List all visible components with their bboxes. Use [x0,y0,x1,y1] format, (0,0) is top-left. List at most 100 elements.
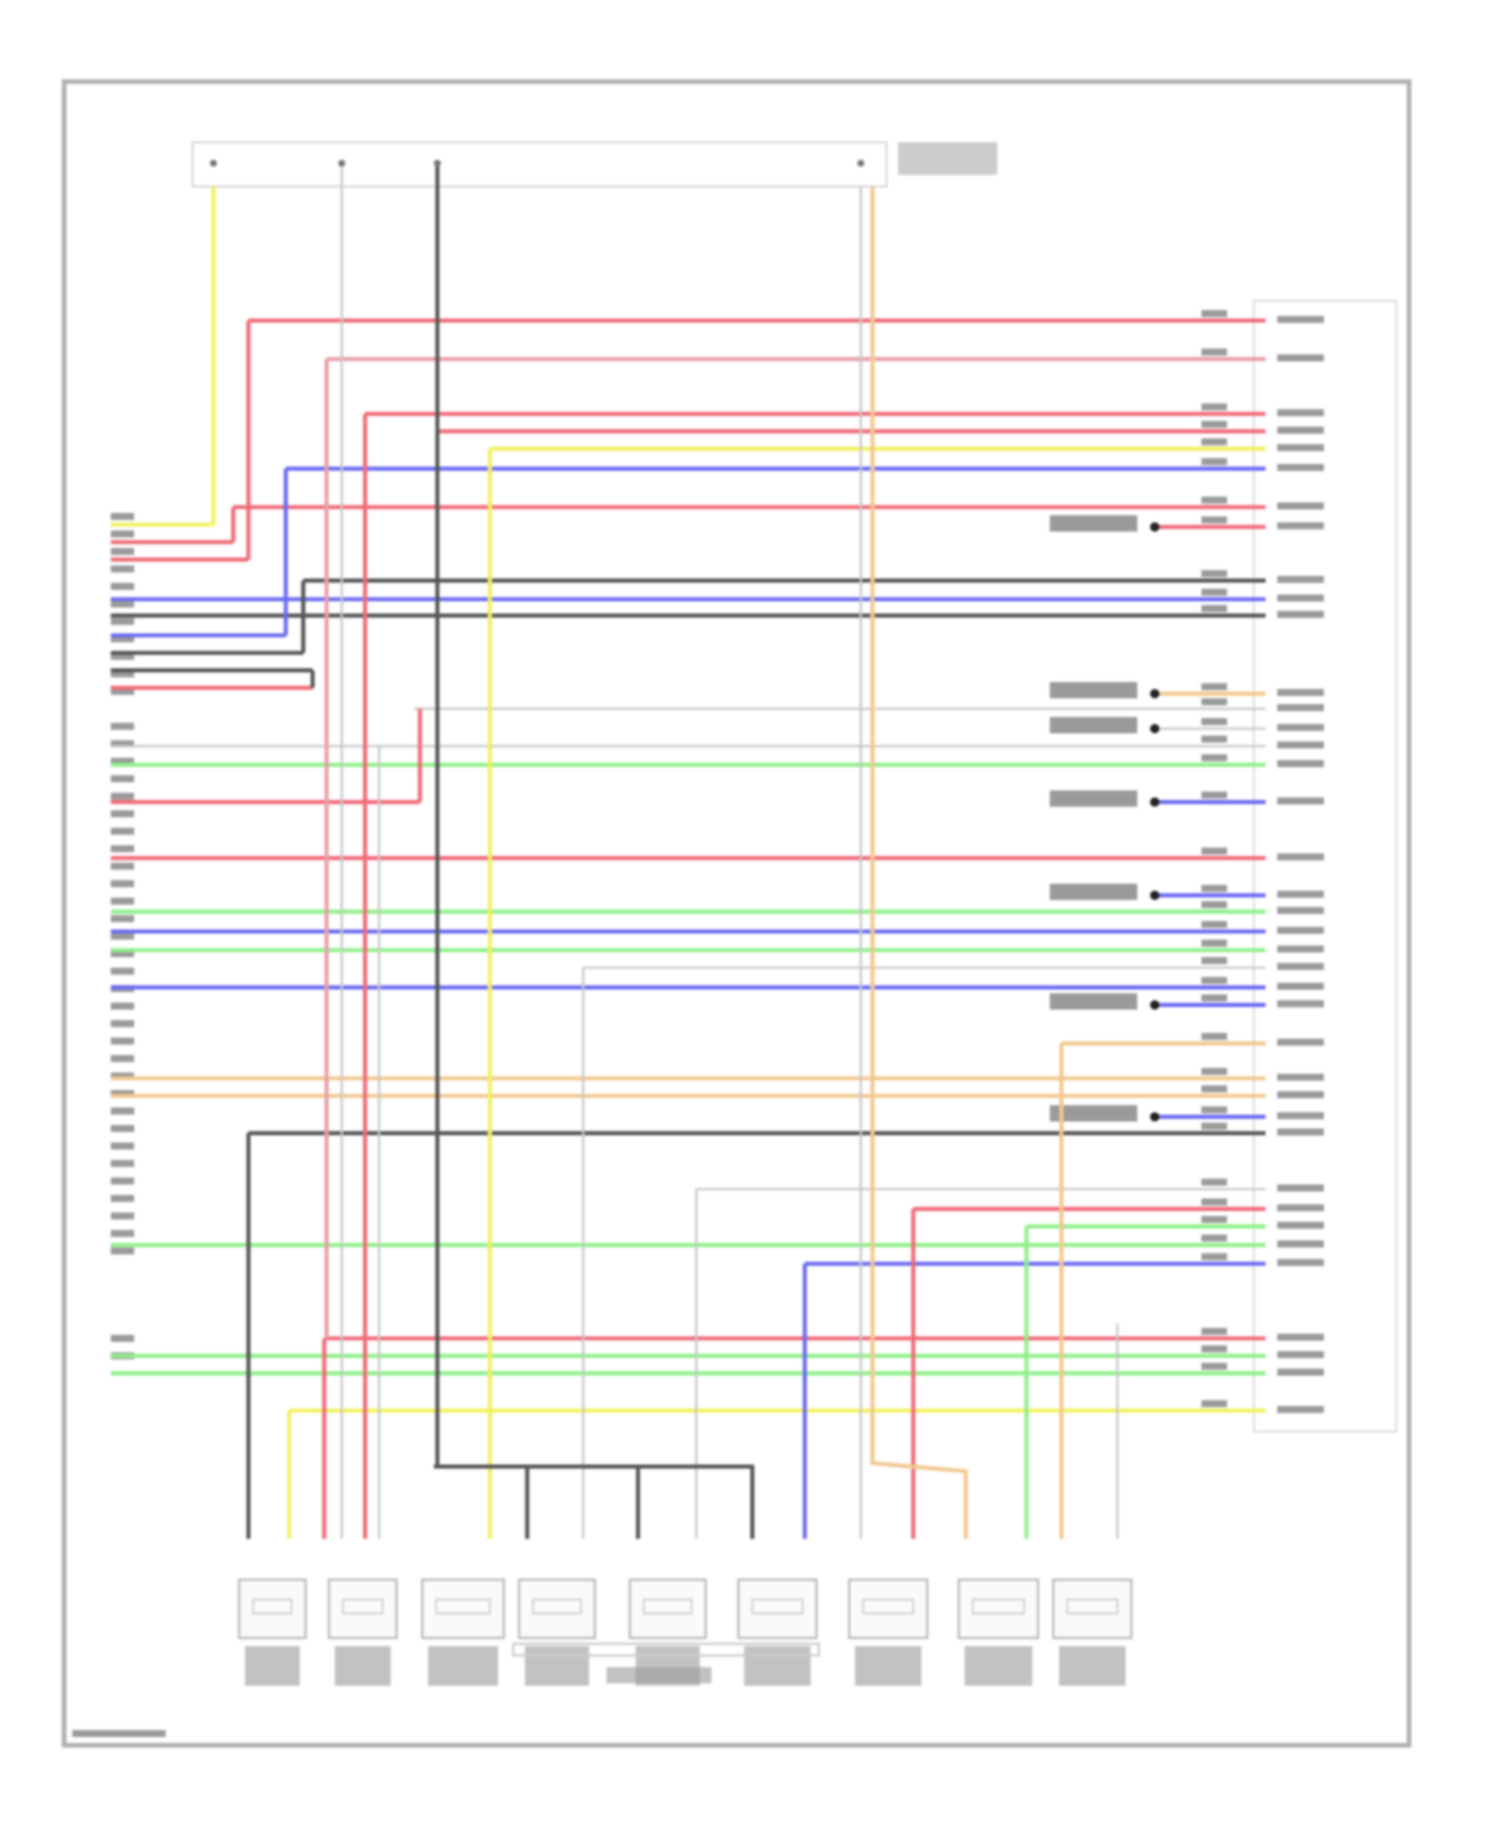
diagram-frame [61,79,1412,1748]
pin-label [110,1159,135,1167]
pin-label [110,827,135,835]
wire-label [1201,735,1228,743]
splice-dot [1150,1112,1160,1122]
pin-label [110,530,135,538]
pin-label [110,617,135,625]
component-label [428,1646,499,1686]
pin-label [110,670,135,678]
pin-label [1277,1240,1324,1248]
pin-label [1277,1405,1324,1413]
pin-label [1277,853,1324,861]
wire-label [1201,791,1228,799]
wire-label [1201,976,1228,984]
pin-label [110,950,135,958]
connector [628,1578,707,1640]
connector [957,1578,1040,1640]
splice-dot [1150,797,1160,807]
splice-dot [1150,890,1160,901]
pin-label [1277,1091,1324,1099]
connector [517,1578,597,1640]
component-label [1049,515,1138,532]
component-label [244,1646,300,1686]
wire-label [1201,570,1228,578]
wire-label [1201,994,1228,1002]
wire-label [1201,1106,1228,1114]
fuse-label [898,142,998,175]
pin-label [110,757,135,765]
pin-label [1277,797,1324,805]
pin-label [1277,315,1324,323]
wire-label [1201,420,1228,428]
splice-dot [1150,522,1160,532]
wire-label [1201,1253,1228,1261]
wire-label [1201,438,1228,446]
connector-face [862,1598,915,1615]
wire-label [1201,1178,1228,1186]
pin-label [1277,1259,1324,1267]
pin-label [1277,502,1324,510]
connector-face [971,1598,1025,1615]
wire-label [1201,847,1228,855]
pin-label [110,1229,135,1237]
wire-label [1201,718,1228,726]
pin-label [1277,1221,1324,1229]
connector-face [642,1598,693,1615]
pin-label [1277,610,1324,618]
pin-label [110,967,135,975]
pin-label [1277,1204,1324,1212]
pin-label [110,915,135,923]
pin-label [1277,688,1324,696]
pin-label [110,1002,135,1010]
pin-label [1277,1128,1324,1136]
pin-label [110,792,135,800]
wire-label [1201,754,1228,762]
wire-label [1201,698,1228,706]
pin-label [1277,409,1324,417]
wire-label [1201,403,1228,411]
splice-dot [1150,1000,1160,1010]
pin-label [110,932,135,940]
components [237,1578,1133,1657]
wire-label [1201,588,1228,596]
wire-label [1201,458,1228,466]
wire-label [1201,957,1228,965]
pin-label [110,1072,135,1080]
pin-label [1277,962,1324,970]
pin-label [1277,723,1324,731]
splice-dot [1150,688,1160,699]
connector-face [435,1598,491,1615]
pin-label [110,1020,135,1028]
pin-label [110,652,135,660]
pin-label [1277,354,1324,362]
component-label [1049,682,1138,699]
connector [847,1578,929,1640]
pin-label [1277,575,1324,583]
splice-dot [1150,723,1160,734]
pin-label [1277,741,1324,749]
pin-label [110,1177,135,1185]
wire-label [1201,683,1228,691]
connector [421,1578,506,1640]
pin-label [110,565,135,573]
connector-face [532,1598,582,1615]
pin-label [1277,1368,1324,1376]
pin-label [1277,1112,1324,1120]
component-label [334,1646,391,1686]
connector [237,1578,307,1640]
pin-label [110,1055,135,1063]
wire-dark [433,1464,755,1539]
wire-label [1201,1327,1228,1335]
wire-label [1201,348,1228,356]
pin-label [110,582,135,590]
wire-label [1201,605,1228,613]
wire-label [1201,1215,1228,1223]
pin-label [1277,522,1324,530]
connector [737,1578,818,1640]
pin-label [110,1247,135,1255]
pin-label [110,1142,135,1150]
pin-label [1277,890,1324,898]
pin-label [1277,704,1324,712]
pin-label [1277,444,1324,452]
wire-label [1201,496,1228,504]
